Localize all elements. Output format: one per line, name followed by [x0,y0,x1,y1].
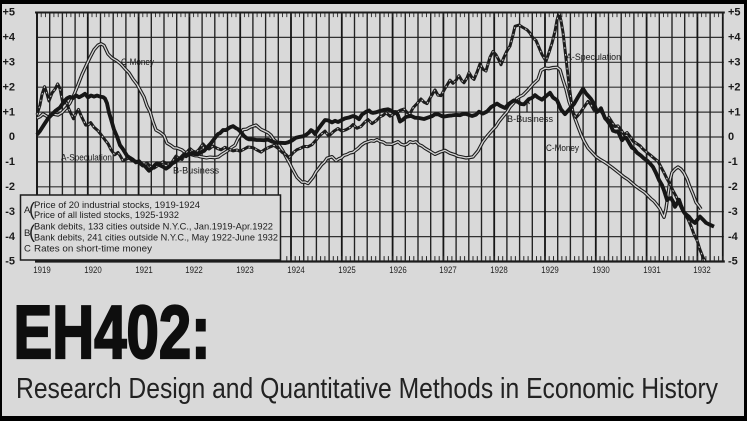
svg-text:-5: -5 [5,256,15,268]
svg-text:C-Money: C-Money [121,57,154,67]
svg-text:0: 0 [728,131,734,143]
svg-text:+4: +4 [2,32,15,44]
svg-text:-4: -4 [5,231,16,243]
svg-text:1925: 1925 [338,265,356,276]
svg-text:Price of 20 industrial stocks,: Price of 20 industrial stocks, 1919-1924 [34,200,200,210]
svg-text:B: B [24,228,30,239]
svg-text:0: 0 [9,131,15,143]
svg-text:1929: 1929 [541,265,559,276]
svg-text:EH402:: EH402: [14,290,211,374]
svg-text:1923: 1923 [236,265,254,276]
svg-text:1924: 1924 [287,265,305,276]
svg-text:1932: 1932 [693,265,711,276]
svg-text:-2: -2 [5,181,15,193]
svg-text:+2: +2 [728,81,741,93]
svg-text:-3: -3 [728,206,738,218]
svg-text:1928: 1928 [490,265,508,276]
svg-text:+5: +5 [728,7,741,19]
svg-text:1921: 1921 [135,265,153,276]
svg-text:-3: -3 [5,206,15,218]
svg-text:-1: -1 [5,156,15,168]
svg-text:1931: 1931 [643,265,661,276]
svg-text:B-Business: B-Business [507,114,553,124]
svg-text:Research Design and Quantitati: Research Design and Quantitative Methods… [16,373,719,405]
svg-text:B-Business: B-Business [173,166,219,176]
svg-text:+1: +1 [728,106,741,118]
svg-text:Bank debits, 133 cities outsid: Bank debits, 133 cities outside N.Y.C., … [34,222,273,232]
svg-text:+3: +3 [728,57,741,69]
svg-text:1927: 1927 [439,265,457,276]
svg-text:(: ( [29,200,35,220]
svg-text:Price of all listed stocks, 19: Price of all listed stocks, 1925-1932 [34,210,179,220]
svg-text:C-Money: C-Money [546,143,579,153]
svg-text:+5: +5 [2,7,15,19]
svg-text:(: ( [29,222,35,242]
svg-text:A: A [24,205,31,216]
svg-text:A-Speculation: A-Speculation [566,52,621,62]
svg-text:-5: -5 [728,256,738,268]
svg-text:Bank debits, 241 cities outsid: Bank debits, 241 cities outside N.Y.C., … [34,233,278,243]
svg-text:+2: +2 [2,81,15,93]
svg-text:1920: 1920 [84,265,102,276]
svg-text:1922: 1922 [185,265,203,276]
svg-text:+4: +4 [728,32,741,44]
svg-text:Rates on short-time money: Rates on short-time money [34,244,152,254]
svg-text:1919: 1919 [33,265,51,276]
svg-text:+1: +1 [2,106,15,118]
svg-text:A-Speculation: A-Speculation [61,153,112,163]
svg-text:+3: +3 [2,57,15,69]
svg-text:1930: 1930 [592,265,610,276]
svg-text:-4: -4 [728,231,739,243]
svg-text:-2: -2 [728,181,738,193]
svg-text:C: C [24,244,31,255]
svg-text:1926: 1926 [389,265,407,276]
svg-text:-1: -1 [728,156,738,168]
